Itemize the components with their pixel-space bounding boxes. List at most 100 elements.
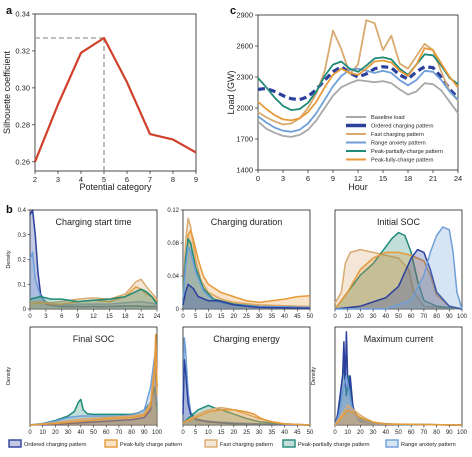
chart-b5-xtick-label: 45 <box>294 430 301 436</box>
chart-b1-xtick-label: 21 <box>138 314 145 320</box>
chart-b1: 0 3 6 9 12 15 18 21 24 0 0.1 0.2 0.3 0.4 Charging star… <box>6 208 161 320</box>
chart-b3-xtick-label: 70 <box>421 314 428 320</box>
panel-b-legend-swatch <box>104 439 118 448</box>
chart-a-series-line <box>33 36 197 163</box>
chart-b5: 0 5 10 15 20 25 30 35 40 45 50 Charging energy <box>181 326 314 436</box>
chart-b5-series-area <box>183 409 310 425</box>
chart-b2: 0 5 10 15 20 25 30 35 40 45 50 0 0.04 0.08 0.12 Chargin… <box>167 208 314 320</box>
chart-b2-xtick-label: 35 <box>269 314 276 320</box>
chart-b6: 0 10 20 30 40 50 60 70 80 90 100 Maximum current Den… <box>311 326 468 436</box>
chart-c-ytick-label: 2300 <box>236 73 253 82</box>
chart-b3-xtick-label: 80 <box>433 314 440 320</box>
chart-b1-xtick-label: 18 <box>122 314 129 320</box>
chart-c-xtick-label: 18 <box>404 174 412 183</box>
chart-b3-series-area <box>335 249 462 309</box>
chart-c-series-line <box>257 65 460 102</box>
panel-letter-b: b <box>6 204 13 216</box>
chart-b6-series-line <box>334 375 463 426</box>
chart-b6-series-area <box>335 331 462 425</box>
chart-b1-xtick-label: 0 <box>28 314 32 320</box>
chart-c-xtick-label: 6 <box>306 174 310 183</box>
chart-b1-ytick-label: 0.3 <box>18 233 27 239</box>
panel-b-legend-swatch <box>385 439 399 448</box>
chart-a-xtick-label: 9 <box>194 175 198 184</box>
chart-c-legend-label: Fast charging pattern <box>371 132 424 138</box>
chart-b1-ytick-label: 0.1 <box>18 282 27 288</box>
chart-c-ytick-label: 1700 <box>236 135 253 144</box>
chart-c-legend-label: Range anxiety pattern <box>371 141 426 147</box>
chart-b4-xtick-label: 50 <box>90 430 97 436</box>
chart-b3-xtick-label: 90 <box>446 314 453 320</box>
chart-b3-series-area <box>335 252 462 309</box>
chart-b2-xtick-label: 0 <box>181 314 185 320</box>
chart-b5-xtick-label: 5 <box>194 430 198 436</box>
chart-b2-series-line <box>182 283 311 309</box>
chart-b3-series-area <box>335 227 462 309</box>
panel-b-legend-label: Peak-fully charge pattern <box>120 442 182 448</box>
chart-b4-xtick-label: 100 <box>152 430 163 436</box>
chart-b4-series-area <box>30 334 157 425</box>
chart-a-xtick-label: 2 <box>33 175 37 184</box>
chart-b6-series-area <box>335 410 462 425</box>
chart-b4-xtick-label: 90 <box>141 430 148 436</box>
chart-b4-xtick-label: 60 <box>103 430 110 436</box>
chart-b6-xtick-label: 50 <box>395 430 402 436</box>
chart-b1-ylabel: Density <box>6 250 12 269</box>
chart-c-ytick-label: 2600 <box>236 42 253 51</box>
chart-b5-xtick-label: 20 <box>230 430 237 436</box>
chart-b4-xtick-label: 0 <box>28 430 32 436</box>
chart-b3-xtick-label: 0 <box>333 314 337 320</box>
chart-b1-series-area <box>30 289 157 309</box>
chart-b6-xtick-label: 10 <box>344 430 351 436</box>
chart-b2-series-area <box>183 218 310 309</box>
chart-a-ytick-label: 0.28 <box>15 120 30 129</box>
chart-b4-series-line <box>29 337 158 426</box>
chart-c-series-line <box>257 53 459 111</box>
chart-b6-xtick-label: 0 <box>333 430 337 436</box>
chart-b6-title: Maximum current <box>364 334 434 344</box>
chart-b3-xtick-label: 60 <box>408 314 415 320</box>
chart-b4-series-line <box>29 333 158 426</box>
chart-c-ytick-label: 2900 <box>236 11 253 20</box>
chart-b5-xtick-label: 35 <box>269 430 276 436</box>
chart-b3-series-area <box>335 232 462 309</box>
chart-b1-ytick-label: 0 <box>23 307 27 313</box>
chart-b3: 0 10 20 30 40 50 60 70 80 90 100 Initial SOC <box>333 209 468 320</box>
panel-b-legend-label: Peak-partially charge pattern <box>298 442 370 448</box>
chart-c-series-line <box>257 19 459 126</box>
chart-c-legend-label: Ordered charging pattern <box>371 124 434 130</box>
chart-c-xtick-label: 9 <box>331 174 335 183</box>
chart-a-ytick-label: 0.32 <box>15 47 30 56</box>
chart-c-series-line <box>257 67 459 133</box>
chart-c-series-line <box>257 47 459 122</box>
chart-a-ylabel: Silhouette coefficient <box>2 51 12 134</box>
panel-b-legend-swatch <box>8 439 22 448</box>
chart-b2-xtick-label: 5 <box>194 314 198 320</box>
chart-b5-title: Charging energy <box>213 334 280 344</box>
chart-b4-xtick-label: 30 <box>65 430 72 436</box>
chart-a-frame <box>34 13 197 172</box>
panel-b-legend-swatch <box>204 439 218 448</box>
chart-a-ytick-label: 0.26 <box>15 157 30 166</box>
panel-b-legend-label: Ordered charging pattern <box>24 442 87 448</box>
chart-b3-series-line <box>334 248 463 310</box>
chart-b2-xtick-label: 40 <box>281 314 288 320</box>
chart-b1-series-line <box>29 288 158 305</box>
chart-c-xtick-label: 24 <box>454 174 462 183</box>
chart-b4-series-line <box>29 356 158 426</box>
chart-b2-xtick-label: 45 <box>294 314 301 320</box>
chart-b3-xtick-label: 40 <box>382 314 389 320</box>
chart-b6-xtick-label: 70 <box>421 430 428 436</box>
chart-b3-series-line <box>334 248 463 310</box>
chart-b3-xtick-label: 100 <box>457 314 468 320</box>
chart-b6-series-area <box>335 366 462 425</box>
chart-b2-title: Charging duration <box>211 217 283 227</box>
chart-b2-series-area <box>183 284 310 309</box>
chart-b6-xtick-label: 60 <box>408 430 415 436</box>
chart-c-xtick-label: 21 <box>429 174 437 183</box>
chart-c-series-line <box>257 79 459 138</box>
chart-b1-xtick-label: 15 <box>106 314 113 320</box>
chart-b6-xtick-label: 40 <box>382 430 389 436</box>
chart-b2-xtick-label: 15 <box>218 314 225 320</box>
